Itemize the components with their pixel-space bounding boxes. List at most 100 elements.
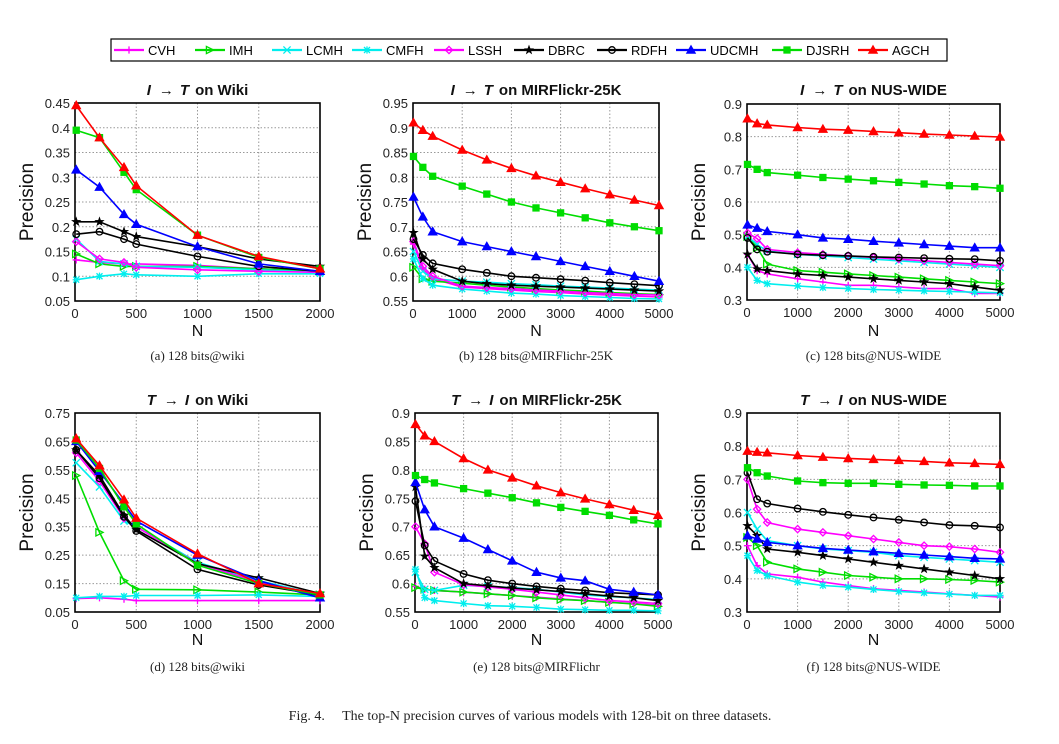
- data-point-marker: [970, 521, 979, 530]
- data-point-marker: [255, 270, 263, 278]
- data-point-marker: [555, 255, 566, 266]
- data-point-marker: [970, 259, 980, 269]
- data-point-marker: [531, 480, 542, 490]
- data-point-marker: [71, 100, 82, 110]
- series-line: [412, 232, 660, 292]
- data-point-marker: [506, 246, 517, 256]
- data-point-marker: [419, 163, 427, 172]
- data-point-marker: [844, 284, 852, 293]
- data-point-marker: [753, 165, 761, 173]
- data-point-marker: [94, 181, 105, 191]
- data-point-marker: [762, 517, 772, 527]
- x-tick-label: 0: [409, 306, 416, 321]
- y-tick-label: 0.9: [390, 121, 408, 136]
- x-tick-label: 500: [125, 617, 147, 632]
- data-point-marker: [506, 279, 517, 290]
- x-axis-label: N: [868, 632, 880, 649]
- data-point-marker: [131, 231, 142, 242]
- data-point-marker: [481, 241, 493, 251]
- data-point-marker: [428, 259, 437, 268]
- data-point-marker: [427, 263, 438, 274]
- data-point-marker: [819, 173, 827, 182]
- data-point-marker: [918, 456, 930, 466]
- y-tick-label: 0.85: [385, 434, 410, 449]
- series-udcmh: [408, 191, 665, 285]
- data-point-marker: [419, 504, 430, 514]
- data-point-marker: [72, 276, 80, 284]
- x-axis-label: N: [531, 632, 543, 649]
- data-point-marker: [920, 518, 929, 527]
- x-tick-label: 2000: [498, 617, 527, 632]
- x-tick-label: 3000: [884, 305, 913, 320]
- x-tick-label: 0: [743, 617, 750, 632]
- data-point-marker: [894, 253, 903, 262]
- y-tick-label: 0.85: [383, 146, 408, 161]
- data-point-marker: [580, 282, 591, 293]
- data-point-marker: [970, 255, 979, 264]
- data-point-marker: [969, 552, 980, 563]
- title-arrow: →: [812, 82, 827, 99]
- x-tick-label: 2000: [306, 617, 335, 632]
- data-point-marker: [844, 583, 852, 591]
- data-point-marker: [944, 566, 955, 577]
- data-point-marker: [654, 520, 662, 528]
- data-point-marker: [895, 587, 903, 596]
- data-point-marker: [753, 245, 762, 254]
- data-point-marker: [918, 239, 930, 249]
- data-point-marker: [945, 182, 954, 190]
- data-point-marker: [869, 177, 878, 185]
- data-point-marker: [253, 258, 264, 268]
- data-point-marker: [72, 126, 80, 134]
- x-tick-label: 1000: [183, 617, 212, 632]
- series-dbrc: [742, 520, 1006, 584]
- data-point-marker: [753, 525, 762, 534]
- data-point-marker: [95, 474, 104, 483]
- series-line: [746, 525, 1001, 580]
- data-point-marker: [131, 218, 142, 229]
- data-point-marker: [192, 241, 203, 251]
- data-point-marker: [132, 240, 141, 249]
- legend-item-agch: AGCH: [858, 43, 930, 58]
- data-point-marker: [630, 280, 639, 289]
- data-point-marker: [893, 455, 905, 465]
- legend-label: DJSRH: [806, 43, 849, 58]
- title-from: I: [147, 82, 152, 99]
- data-point-marker: [581, 214, 589, 222]
- data-point-marker: [794, 578, 802, 586]
- data-point-marker: [630, 606, 638, 614]
- data-point-marker: [843, 531, 853, 541]
- data-point-marker: [793, 524, 803, 534]
- data-point-marker: [508, 494, 516, 502]
- data-point-marker: [530, 170, 542, 180]
- series-agch: [71, 433, 326, 598]
- legend-item-dbrc: DBRC: [514, 43, 585, 58]
- series-agch: [408, 117, 665, 210]
- title-from: T: [147, 392, 158, 409]
- data-point-marker: [192, 548, 203, 558]
- plot-frame: [74, 102, 321, 302]
- data-point-marker: [508, 602, 516, 610]
- data-point-marker: [119, 257, 129, 267]
- data-point-marker: [869, 513, 878, 522]
- data-point-marker: [419, 430, 430, 440]
- data-point-marker: [793, 504, 802, 513]
- data-point-marker: [752, 234, 762, 244]
- data-point-marker: [819, 283, 827, 292]
- data-point-marker: [919, 541, 929, 551]
- data-point-marker: [869, 572, 879, 582]
- series-line: [414, 486, 659, 602]
- data-point-marker: [530, 280, 542, 291]
- legend-marker: [205, 45, 216, 55]
- data-point-marker: [751, 263, 763, 274]
- data-point-marker: [893, 560, 904, 570]
- legend-marker: [125, 46, 133, 54]
- y-tick-label: 0.95: [383, 96, 408, 111]
- data-point-marker: [944, 278, 955, 289]
- data-point-marker: [742, 445, 753, 455]
- y-tick-label: 0.5: [724, 539, 742, 554]
- data-point-marker: [427, 226, 438, 236]
- data-point-marker: [254, 266, 264, 276]
- data-point-marker: [971, 591, 979, 600]
- data-point-marker: [895, 286, 903, 294]
- data-point-marker: [743, 542, 752, 550]
